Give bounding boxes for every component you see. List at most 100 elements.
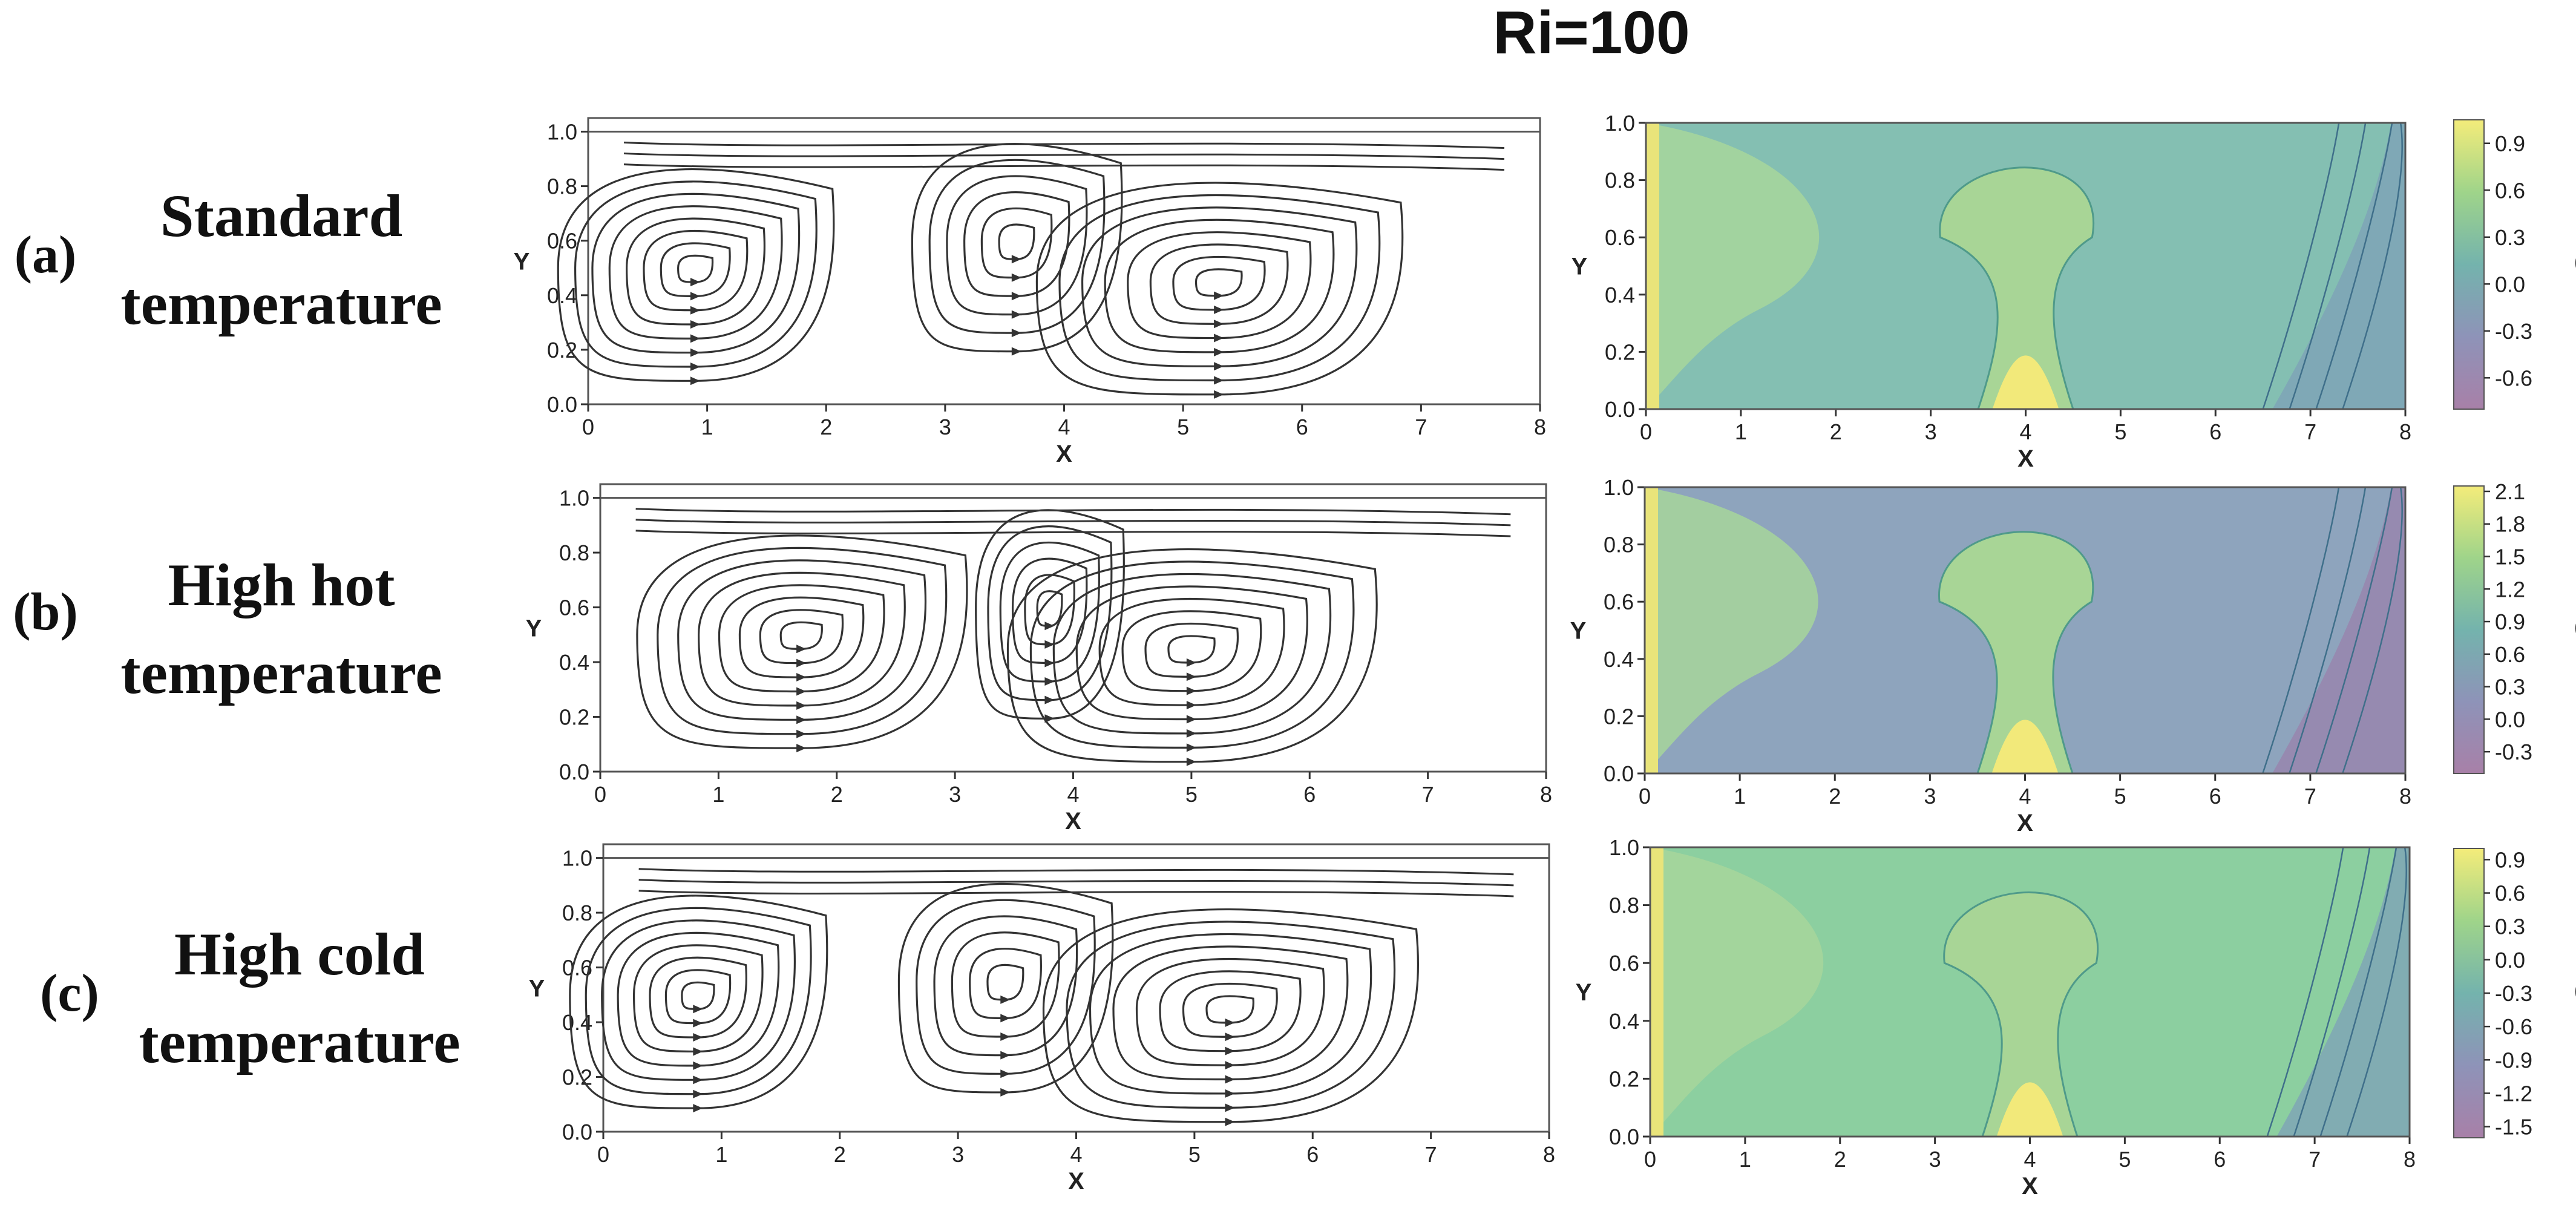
x-tick-label: 8 bbox=[1540, 782, 1552, 807]
streamline-arrow bbox=[1186, 672, 1196, 681]
y-tick-label: 0.6 bbox=[1605, 225, 1635, 250]
streamline bbox=[608, 205, 783, 340]
x-tick-label: 0 bbox=[1644, 1147, 1656, 1172]
streamline bbox=[916, 899, 1096, 1075]
y-tick-label: 0.4 bbox=[1605, 283, 1635, 307]
streamline-arrow bbox=[1000, 1032, 1011, 1042]
contour-line bbox=[2319, 847, 2397, 1137]
y-tick-label: 0.0 bbox=[559, 760, 589, 784]
streamline bbox=[1081, 206, 1358, 367]
x-tick-label: 8 bbox=[1543, 1142, 1555, 1167]
streamline-arrow bbox=[1044, 714, 1055, 723]
streamline bbox=[601, 919, 796, 1081]
streamline bbox=[759, 609, 844, 665]
streamline bbox=[632, 944, 764, 1053]
thermal-plume bbox=[1939, 166, 2095, 410]
streamline-arrow bbox=[1225, 1075, 1235, 1084]
streamline bbox=[591, 192, 801, 354]
streamline bbox=[623, 163, 1505, 171]
x-tick-label: 7 bbox=[1415, 415, 1427, 439]
x-axis-label: X bbox=[2022, 1173, 2038, 1200]
x-tick-label: 5 bbox=[1185, 782, 1198, 807]
x-tick-label: 7 bbox=[2304, 419, 2316, 444]
colorbar-tick-label: 0.3 bbox=[2495, 914, 2525, 939]
y-tick-label: 0.8 bbox=[559, 540, 589, 565]
x-axis-label: X bbox=[1056, 441, 1072, 467]
streamline bbox=[1121, 610, 1262, 692]
streamline-arrow bbox=[1214, 305, 1224, 314]
contour-line bbox=[2262, 487, 2340, 774]
streamline-arrow bbox=[796, 701, 807, 710]
streamline-arrow bbox=[1186, 715, 1196, 724]
y-axis-label: Y bbox=[1571, 254, 1588, 280]
streamline bbox=[946, 175, 1088, 316]
warm-region bbox=[1650, 847, 1824, 1137]
x-tick-label: 0 bbox=[1639, 784, 1651, 809]
colorbar-gradient bbox=[2453, 848, 2485, 1138]
streamline-arrow bbox=[690, 362, 700, 371]
x-tick-label: 8 bbox=[1534, 415, 1546, 439]
streamline bbox=[975, 509, 1125, 720]
streamline bbox=[1066, 921, 1396, 1109]
streamline-arrow bbox=[1000, 1051, 1011, 1060]
streamline bbox=[1172, 255, 1266, 311]
contour-line bbox=[2346, 847, 2407, 1137]
streamline bbox=[999, 541, 1100, 683]
x-tick-label: 6 bbox=[1296, 415, 1308, 439]
streamline-arrow bbox=[1214, 390, 1224, 399]
streamline-arrow bbox=[690, 292, 700, 301]
colorbar-gradient bbox=[2453, 119, 2485, 410]
streamline-arrow bbox=[693, 1005, 703, 1014]
colorbar-tick-label: 0.9 bbox=[2495, 131, 2525, 156]
x-tick-label: 5 bbox=[2114, 784, 2126, 809]
streamline bbox=[660, 242, 731, 297]
x-tick-label: 4 bbox=[1067, 782, 1079, 807]
plot-frame bbox=[599, 483, 1547, 773]
streamline-arrow bbox=[690, 334, 700, 343]
x-tick-label: 3 bbox=[939, 415, 951, 439]
streamline-arrow bbox=[796, 645, 807, 654]
hot-wall bbox=[1645, 487, 1658, 773]
colorbar-tick-label: 0.0 bbox=[2495, 272, 2525, 297]
streamline bbox=[1036, 590, 1063, 627]
streamline-arrow bbox=[1225, 1032, 1235, 1042]
y-tick-label: 1.0 bbox=[1604, 475, 1634, 500]
y-tick-label: 0.0 bbox=[1605, 397, 1635, 422]
streamline-arrow bbox=[1044, 677, 1055, 686]
streamline-arrow bbox=[1011, 310, 1021, 319]
x-tick-label: 3 bbox=[952, 1142, 964, 1167]
row-title-line1: High hot bbox=[168, 551, 395, 619]
streamline bbox=[779, 621, 823, 650]
y-tick-label: 1.0 bbox=[559, 486, 589, 511]
streamline-plot: 0 1 2 3 4 5 6 7 8 0.0 0.2 0.4 0.6 0.8 1.0 X Y bbox=[514, 117, 1546, 467]
streamline-arrow bbox=[1044, 640, 1055, 649]
x-tick-label: 1 bbox=[701, 415, 713, 439]
colorbar-tick-label: 0.9 bbox=[2495, 847, 2525, 872]
x-tick-label: 6 bbox=[2209, 784, 2221, 809]
y-tick-label: 0.8 bbox=[547, 174, 577, 199]
y-tick-label: 0.8 bbox=[562, 901, 592, 925]
colorbar-tick-label: -0.9 bbox=[2495, 1048, 2532, 1072]
streamline-arrow bbox=[1044, 658, 1055, 668]
streamline-arrow bbox=[690, 376, 700, 386]
colorbar-tick-label: -0.6 bbox=[2495, 366, 2532, 390]
y-tick-label: 0.4 bbox=[1609, 1009, 1639, 1034]
y-tick-label: 0.8 bbox=[1605, 168, 1635, 193]
streamline bbox=[638, 890, 1514, 898]
contour-line bbox=[2315, 122, 2393, 410]
contour-line bbox=[2342, 122, 2403, 410]
x-tick-label: 5 bbox=[1188, 1142, 1201, 1167]
hot-wall bbox=[1650, 847, 1663, 1137]
temperature-contour-plot: 0 1 2 3 4 5 6 7 8 0.0 0.2 0.4 0.6 0.8 1.0 X Y bbox=[1570, 475, 2411, 836]
streamline-arrow bbox=[693, 1019, 703, 1028]
y-tick-label: 1.0 bbox=[562, 846, 592, 871]
temperature-contour-plot: 0 1 2 3 4 5 6 7 8 0.0 0.2 0.4 0.6 0.8 1.0 X Y bbox=[1571, 111, 2411, 472]
colorbar-tick-label: -1.2 bbox=[2495, 1081, 2532, 1106]
colorbar-label: θ bbox=[2574, 251, 2576, 277]
hot-source-region bbox=[1991, 720, 2059, 773]
streamline-arrow bbox=[1225, 1046, 1235, 1055]
streamline-arrow bbox=[693, 1033, 703, 1042]
streamline bbox=[617, 931, 780, 1067]
cold-region bbox=[2272, 487, 2405, 773]
streamline bbox=[718, 584, 885, 693]
